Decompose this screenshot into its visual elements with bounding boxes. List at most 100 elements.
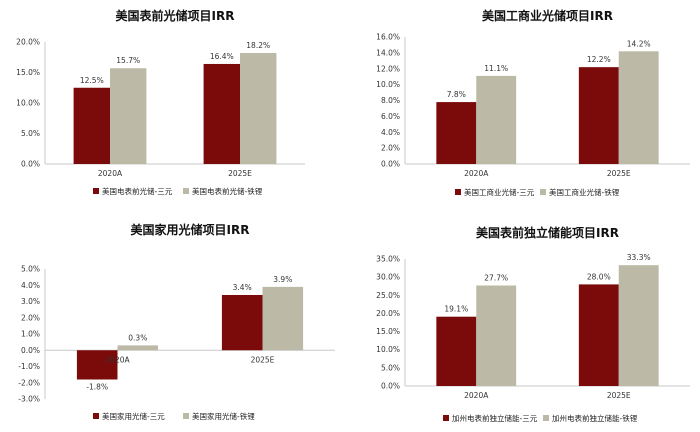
legend-swatch-series-1 bbox=[93, 413, 99, 419]
data-label: 14.2% bbox=[627, 39, 651, 48]
y-tick-label: 5.0% bbox=[381, 363, 400, 372]
data-label: 0.3% bbox=[128, 333, 147, 342]
y-tick-label: 4.0% bbox=[381, 128, 400, 137]
y-tick-label: 0.0% bbox=[381, 160, 400, 169]
chart-panel-front-of-meter-pv-storage: 美国表前光储项目IRR 0.0% 5.0% 10.0% 15.0% 20.0% 12.5% 1… bbox=[0, 0, 350, 216]
y-tick-label: 12.0% bbox=[376, 64, 400, 73]
chart-title: 美国工商业光储项目IRR bbox=[482, 8, 613, 23]
chart-svg: 美国表前光储项目IRR 0.0% 5.0% 10.0% 15.0% 20.0% 12.5% 1… bbox=[16, 8, 305, 196]
data-label: 15.7% bbox=[116, 56, 140, 65]
x-tick-label: 2020A bbox=[464, 169, 489, 178]
x-tick-label: 2020A bbox=[98, 169, 123, 178]
legend-swatch-series-2 bbox=[183, 413, 189, 419]
y-tick-label: 1.0% bbox=[21, 330, 40, 339]
legend-label-series-2: 加州电表前独立储能-铁锂 bbox=[552, 413, 638, 423]
chart-svg: 美国表前独立储能项目IRR 0.0% 5.0% 10.0% 15.0% 20.0% 25.0… bbox=[376, 225, 690, 423]
y-tick-label: 10.0% bbox=[376, 345, 400, 354]
legend-swatch-series-2 bbox=[540, 189, 546, 195]
data-label: 33.3% bbox=[627, 253, 651, 262]
legend-swatch-series-1 bbox=[93, 188, 99, 194]
data-label: -1.8% bbox=[86, 383, 108, 392]
y-tick-label: 5.0% bbox=[21, 265, 40, 274]
y-tick-label: 10.0% bbox=[16, 99, 40, 108]
data-label: 3.4% bbox=[233, 283, 252, 292]
y-tick-label: 20.0% bbox=[16, 38, 40, 47]
data-label: 11.1% bbox=[484, 64, 508, 73]
data-label: 7.8% bbox=[447, 90, 466, 99]
data-label: 18.2% bbox=[246, 41, 270, 50]
legend-swatch-series-1 bbox=[443, 415, 449, 421]
legend-label-series-1: 加州电表前独立储能-三元 bbox=[452, 413, 538, 423]
y-tick-label: 10.0% bbox=[376, 80, 400, 89]
data-label: 12.2% bbox=[587, 55, 611, 64]
bar-2025E-series-2 bbox=[618, 51, 659, 164]
y-tick-label: 16.0% bbox=[376, 33, 400, 42]
y-tick-label: -2.0% bbox=[18, 378, 40, 387]
data-label: 16.4% bbox=[210, 52, 234, 61]
data-label: 27.7% bbox=[484, 273, 508, 282]
chart-title: 美国表前光储项目IRR bbox=[116, 8, 235, 23]
bar-2025E-series-1 bbox=[221, 295, 263, 351]
y-tick-label: 4.0% bbox=[21, 281, 40, 290]
legend-label-series-2: 美国工商业光储-铁锂 bbox=[549, 187, 620, 197]
legend-swatch-series-1 bbox=[455, 189, 461, 195]
chart-panel-standalone-storage: 美国表前独立储能项目IRR 0.0% 5.0% 10.0% 15.0% 20.0% 25.0… bbox=[350, 216, 700, 432]
bar-2025E-series-2 bbox=[618, 265, 659, 386]
y-tick-label: 2.0% bbox=[381, 144, 400, 153]
chart-svg: 美国工商业光储项目IRR 0.0% 2.0% 4.0% 6.0% 8.0% 10.0% 12.… bbox=[376, 8, 690, 197]
x-tick-label: 2025E bbox=[607, 391, 631, 400]
legend-label-series-2: 美国电表前光储-铁锂 bbox=[192, 186, 263, 196]
y-tick-label: 6.0% bbox=[381, 112, 400, 121]
bar-2025E-series-1 bbox=[578, 284, 619, 386]
y-tick-label: 35.0% bbox=[376, 255, 400, 264]
chart-panel-residential-pv-storage: 美国家用光储项目IRR -3.0% -2.0% -1.0% 0.0% 1.0% 2.0% 3.… bbox=[0, 216, 350, 432]
data-label: 12.5% bbox=[80, 76, 104, 85]
bar-2025E-series-1 bbox=[203, 63, 240, 164]
chart-title: 美国表前独立储能项目IRR bbox=[476, 225, 619, 240]
y-tick-label: -1.0% bbox=[18, 362, 40, 371]
legend-label-series-1: 美国家用光储-三元 bbox=[102, 411, 165, 421]
legend-swatch-series-2 bbox=[183, 188, 189, 194]
y-tick-label: 8.0% bbox=[381, 96, 400, 105]
y-tick-label: 0.0% bbox=[21, 346, 40, 355]
bar-2025E-series-2 bbox=[240, 52, 277, 165]
y-tick-label: 25.0% bbox=[376, 291, 400, 300]
y-tick-label: -3.0% bbox=[18, 395, 40, 404]
y-tick-label: 30.0% bbox=[376, 273, 400, 282]
chart-svg: 美国家用光储项目IRR -3.0% -2.0% -1.0% 0.0% 1.0% 2.0% 3.… bbox=[18, 222, 335, 421]
bar-2020A-series-2 bbox=[110, 68, 147, 164]
legend-swatch-series-2 bbox=[543, 415, 549, 421]
x-tick-label: 2020A bbox=[464, 391, 489, 400]
y-tick-label: 15.0% bbox=[376, 327, 400, 336]
bar-2025E-series-1 bbox=[578, 67, 619, 164]
bar-2020A-series-2 bbox=[476, 285, 517, 386]
chart-title: 美国家用光储项目IRR bbox=[131, 222, 250, 237]
legend-label-series-2: 美国家用光储-铁锂 bbox=[192, 411, 255, 421]
y-tick-label: 5.0% bbox=[21, 129, 40, 138]
legend-label-series-1: 美国电表前光储-三元 bbox=[102, 186, 173, 196]
chart-panel-commercial-pv-storage: 美国工商业光储项目IRR 0.0% 2.0% 4.0% 6.0% 8.0% 10.0% 12.… bbox=[350, 0, 700, 216]
data-label: 19.1% bbox=[444, 305, 468, 314]
x-tick-label: 2025E bbox=[607, 169, 631, 178]
x-tick-label: 2025E bbox=[251, 355, 275, 364]
y-tick-label: 0.0% bbox=[21, 160, 40, 169]
y-tick-label: 2.0% bbox=[21, 313, 40, 322]
legend-label-series-1: 美国工商业光储-三元 bbox=[464, 187, 535, 197]
bar-2020A-series-2 bbox=[476, 75, 517, 164]
y-tick-label: 3.0% bbox=[21, 297, 40, 306]
y-tick-label: 20.0% bbox=[376, 309, 400, 318]
bar-2020A-series-1 bbox=[436, 316, 477, 386]
x-tick-label: 2020A bbox=[105, 355, 130, 364]
y-tick-label: 0.0% bbox=[381, 382, 400, 391]
bar-2020A-series-1 bbox=[436, 102, 477, 164]
y-tick-label: 14.0% bbox=[376, 48, 400, 57]
x-tick-label: 2025E bbox=[228, 169, 252, 178]
bar-2020A-series-1 bbox=[76, 350, 118, 380]
bar-2025E-series-2 bbox=[262, 286, 304, 351]
data-label: 3.9% bbox=[273, 275, 292, 284]
bar-2020A-series-1 bbox=[73, 87, 110, 164]
bar-2020A-series-2 bbox=[117, 345, 159, 351]
data-label: 28.0% bbox=[587, 272, 611, 281]
y-tick-label: 15.0% bbox=[16, 68, 40, 77]
